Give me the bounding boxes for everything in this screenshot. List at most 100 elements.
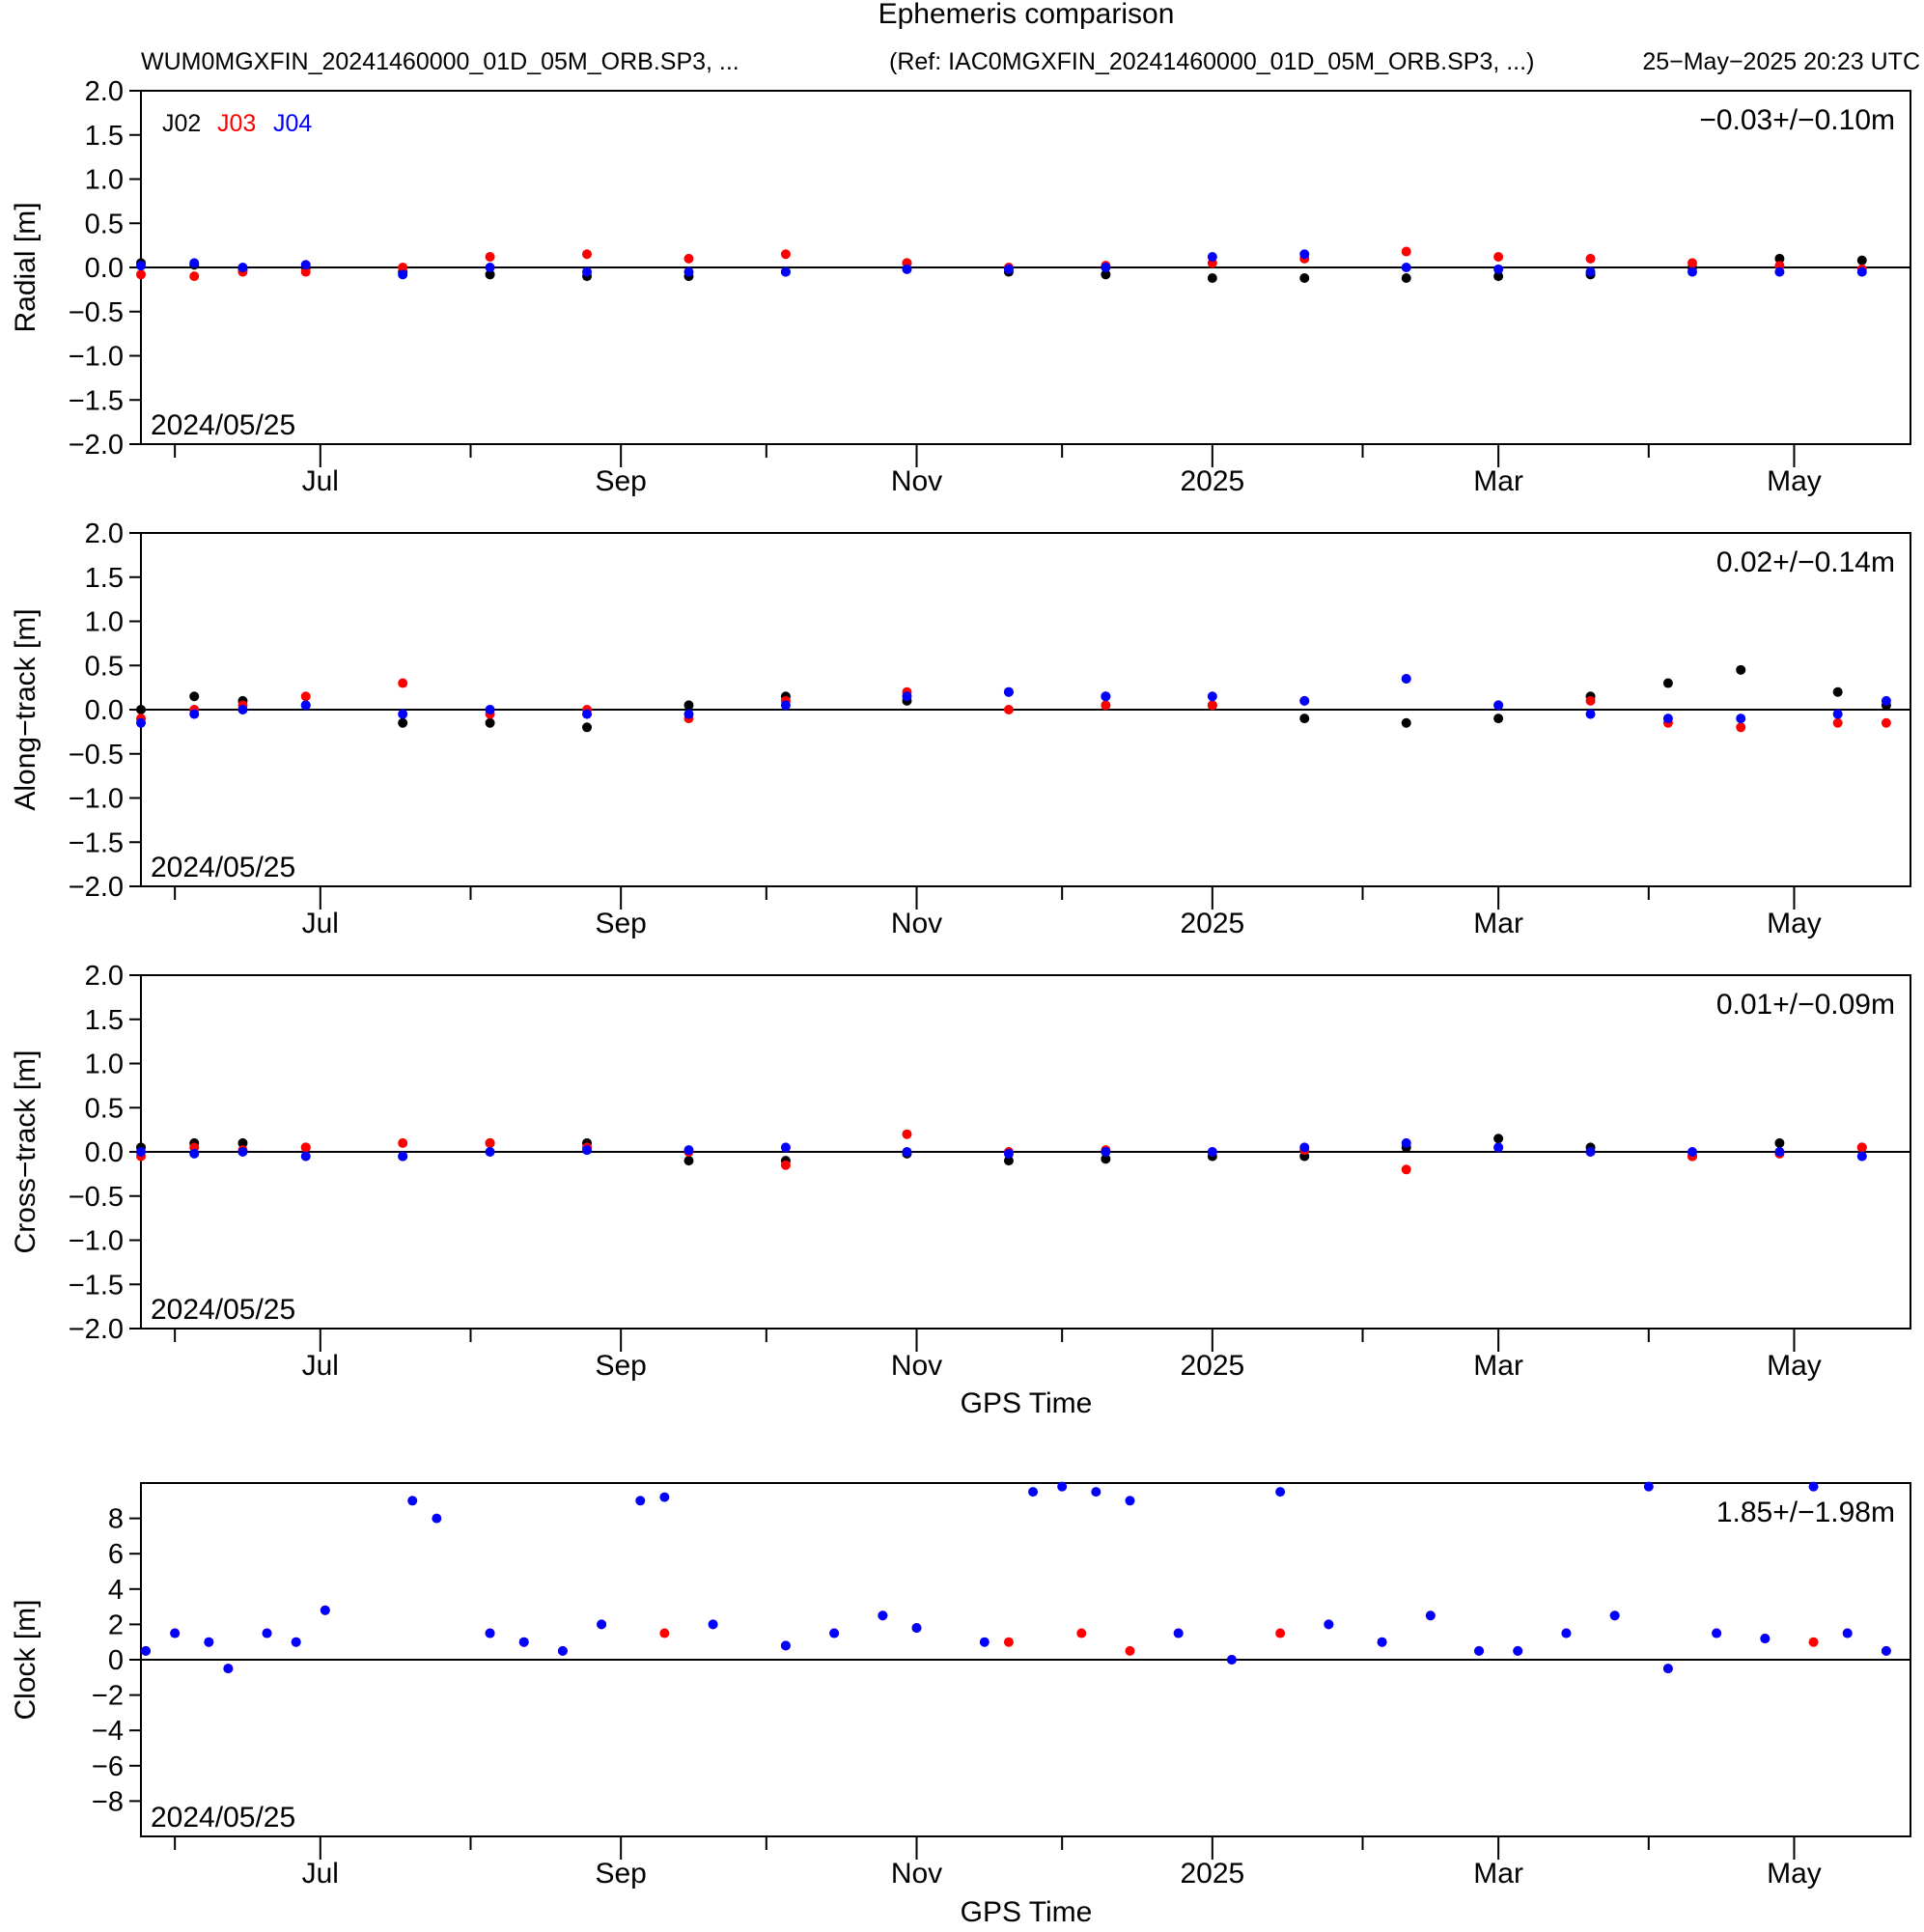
data-point	[582, 709, 593, 719]
y-tick-label: −1.0	[69, 342, 124, 373]
x-tick-label: Nov	[891, 465, 942, 497]
data-point	[1275, 1487, 1286, 1498]
data-point	[136, 1147, 146, 1157]
start-date-label: 2024/05/25	[151, 852, 295, 883]
data-point	[141, 1645, 152, 1656]
data-point	[902, 1129, 912, 1139]
legend-j04: J04	[273, 110, 312, 137]
data-point	[780, 1160, 791, 1170]
data-point	[1377, 1637, 1387, 1647]
y-tick-label: 1.5	[85, 563, 124, 594]
data-point	[237, 705, 248, 714]
data-point	[300, 266, 311, 277]
data-point	[1774, 266, 1785, 277]
data-point	[1226, 1655, 1237, 1665]
series-j04	[136, 673, 1891, 728]
series-j03	[141, 1605, 1891, 1674]
data-point	[1028, 1487, 1039, 1498]
x-tick-label: Nov	[891, 908, 942, 939]
y-axis-label: Along−track [m]	[10, 608, 42, 810]
data-point	[1207, 700, 1217, 711]
data-point	[1585, 266, 1596, 277]
data-point	[1207, 1147, 1217, 1157]
y-tick-label: 0.5	[85, 209, 124, 239]
x-tick-label: Jul	[302, 1858, 339, 1890]
data-point	[557, 1645, 568, 1656]
data-point	[829, 1628, 840, 1638]
data-point	[237, 263, 248, 272]
data-point	[237, 1137, 248, 1148]
series-j04	[136, 1137, 1867, 1162]
data-point	[170, 1628, 181, 1638]
panel-2: 2.0 1.5 1.0 0.5 0.0 −0.5 −1.0 −1.5 −2.0 Along−tra…	[10, 518, 1911, 939]
data-point	[1401, 246, 1411, 257]
data-point	[1832, 686, 1843, 697]
x-tick-label: Jul	[302, 465, 339, 497]
data-point	[291, 1637, 301, 1647]
data-point	[398, 678, 408, 688]
y-tick-label: 4	[108, 1575, 124, 1606]
data-point	[780, 249, 791, 260]
data-point	[1561, 1628, 1572, 1638]
y-tick-label: −1.5	[69, 385, 124, 416]
data-point	[136, 261, 146, 271]
data-point	[136, 269, 146, 280]
data-point	[485, 717, 495, 728]
series-j02	[136, 1134, 1867, 1166]
data-point	[1736, 714, 1746, 724]
data-point	[1493, 252, 1504, 263]
data-point	[1401, 717, 1411, 728]
data-point	[1207, 272, 1217, 283]
data-point	[136, 705, 146, 714]
generation-timestamp: 25−May−2025 20:23 UTC	[1642, 48, 1920, 75]
data-point	[398, 269, 408, 280]
data-point	[659, 1628, 670, 1638]
data-point	[1881, 695, 1891, 706]
data-point	[708, 1619, 718, 1630]
y-tick-label: 0.5	[85, 651, 124, 682]
data-point	[1003, 1148, 1014, 1159]
data-point	[1881, 1645, 1891, 1656]
data-point	[683, 1145, 694, 1156]
data-point	[582, 1145, 593, 1156]
x-axis-label-clock: GPS Time	[961, 1896, 1093, 1928]
data-point	[1662, 1664, 1673, 1674]
data-point	[1832, 709, 1843, 719]
data-point	[1299, 714, 1310, 724]
data-point	[189, 691, 200, 702]
y-axis-label: Radial [m]	[10, 202, 42, 332]
data-point	[1101, 691, 1111, 702]
data-point	[659, 1492, 670, 1502]
legend-j02: J02	[162, 110, 201, 137]
data-point	[1585, 695, 1596, 706]
data-point	[1760, 1634, 1771, 1644]
data-point	[683, 709, 694, 719]
y-tick-label: −1.5	[69, 1270, 124, 1301]
panel-4: 8 6 4 2 0 −2 −4 −6 −8 Clock [m] Jul Sep Nov 2025 Mar Ma…	[10, 1481, 1911, 1890]
data-point	[1774, 253, 1785, 264]
data-point	[398, 717, 408, 728]
data-point	[1474, 1645, 1485, 1656]
data-point	[300, 1142, 311, 1153]
legend: J02 J03 J04	[162, 110, 312, 137]
data-point	[780, 266, 791, 277]
data-point	[1057, 1481, 1068, 1492]
x-tick-label: 2025	[1180, 1350, 1244, 1382]
y-tick-label: 1.0	[85, 1050, 124, 1080]
y-tick-label: −0.5	[69, 297, 124, 328]
data-point	[1173, 1628, 1184, 1638]
data-point	[635, 1496, 646, 1506]
x-tick-label: Mar	[1473, 1858, 1523, 1890]
x-tick-label: Sep	[595, 465, 646, 497]
data-point	[1712, 1628, 1722, 1638]
data-point	[1585, 253, 1596, 264]
y-tick-label: −4	[92, 1716, 124, 1747]
data-point	[1299, 1142, 1310, 1153]
data-point	[485, 1137, 495, 1148]
data-point	[1003, 1156, 1014, 1166]
data-point	[1585, 709, 1596, 719]
data-point	[582, 249, 593, 260]
data-point	[1275, 1628, 1286, 1638]
data-point	[1125, 1496, 1135, 1506]
data-point	[1401, 1164, 1411, 1175]
